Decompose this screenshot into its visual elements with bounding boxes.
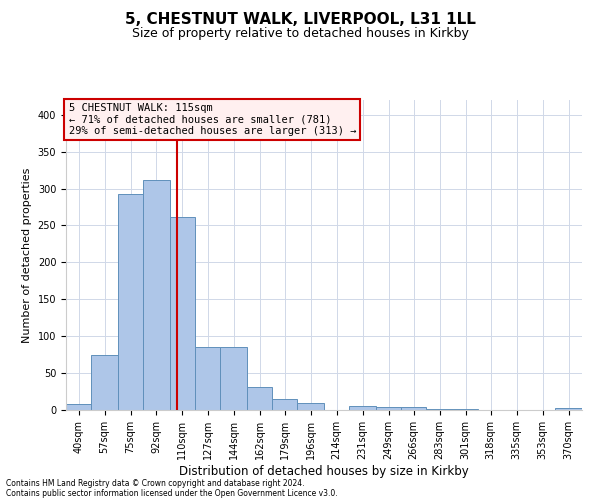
Bar [401, 407, 427, 410]
Bar [349, 406, 376, 410]
Text: Contains HM Land Registry data © Crown copyright and database right 2024.: Contains HM Land Registry data © Crown c… [6, 478, 305, 488]
Text: 5 CHESTNUT WALK: 115sqm
← 71% of detached houses are smaller (781)
29% of semi-d: 5 CHESTNUT WALK: 115sqm ← 71% of detache… [68, 103, 356, 136]
Bar [556, 408, 582, 410]
X-axis label: Distribution of detached houses by size in Kirkby: Distribution of detached houses by size … [179, 464, 469, 477]
Bar [91, 354, 118, 410]
Y-axis label: Number of detached properties: Number of detached properties [22, 168, 32, 342]
Bar [427, 408, 453, 410]
Bar [220, 348, 247, 410]
Bar [247, 387, 272, 410]
Bar [66, 404, 91, 410]
Bar [272, 399, 298, 410]
Text: 5, CHESTNUT WALK, LIVERPOOL, L31 1LL: 5, CHESTNUT WALK, LIVERPOOL, L31 1LL [125, 12, 475, 28]
Bar [118, 194, 143, 410]
Text: Contains public sector information licensed under the Open Government Licence v3: Contains public sector information licen… [6, 488, 338, 498]
Bar [376, 407, 401, 410]
Bar [170, 216, 195, 410]
Bar [195, 348, 220, 410]
Text: Size of property relative to detached houses in Kirkby: Size of property relative to detached ho… [131, 28, 469, 40]
Bar [298, 404, 324, 410]
Bar [143, 180, 170, 410]
